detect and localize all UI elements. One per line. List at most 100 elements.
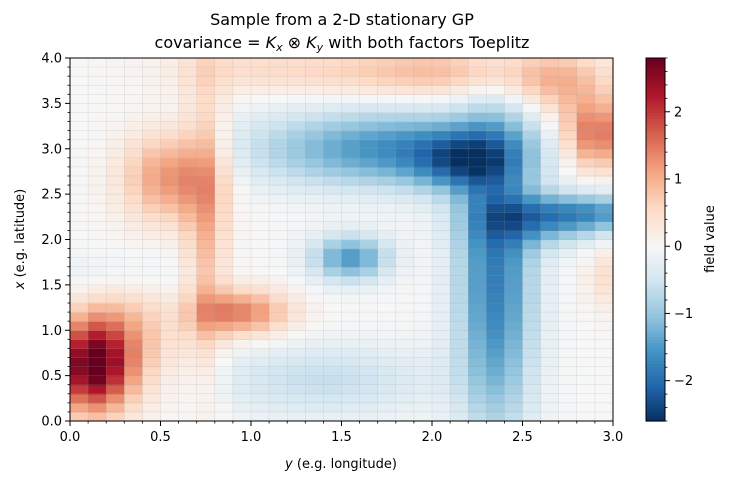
heatmap-cell xyxy=(504,121,524,132)
heatmap-cell xyxy=(305,239,324,250)
heatmap-cell xyxy=(594,94,614,104)
heatmap-cell xyxy=(486,411,505,422)
heatmap-cell xyxy=(196,130,216,141)
heatmap-cell xyxy=(576,76,596,86)
heatmap-cell xyxy=(178,166,198,177)
colorbar-segment xyxy=(646,88,665,92)
heatmap-cell xyxy=(594,402,614,413)
heatmap-cell xyxy=(432,275,451,286)
heatmap-cell xyxy=(558,357,578,368)
heatmap-cell xyxy=(341,257,361,268)
heatmap-cell xyxy=(214,103,234,114)
heatmap-cell xyxy=(558,411,578,422)
colorbar-segment xyxy=(646,399,665,404)
heatmap-cell xyxy=(576,221,596,232)
heatmap-cell xyxy=(594,212,614,222)
heatmap-cell xyxy=(413,112,433,123)
heatmap-cell xyxy=(269,239,288,250)
heatmap-cell xyxy=(88,284,107,295)
colorbar-segment xyxy=(646,58,665,62)
heatmap-cell xyxy=(232,411,252,422)
heatmap-cell xyxy=(377,85,397,95)
colorbar-segment xyxy=(646,109,665,114)
heatmap-cell xyxy=(504,339,524,349)
heatmap-cell xyxy=(450,411,469,422)
heatmap-cell xyxy=(594,221,614,232)
heatmap-cell xyxy=(413,130,433,141)
heatmap-cell xyxy=(450,357,469,368)
heatmap-cell xyxy=(160,303,180,313)
heatmap-cell xyxy=(540,330,560,340)
heatmap-cell xyxy=(432,330,451,340)
heatmap-cell xyxy=(395,293,415,304)
heatmap-cell xyxy=(178,148,198,159)
heatmap-cell xyxy=(504,303,524,313)
heatmap-cell xyxy=(232,275,252,286)
heatmap-cell xyxy=(124,166,143,177)
heatmap-cell xyxy=(269,348,288,359)
heatmap-cell xyxy=(540,103,560,114)
heatmap-cell xyxy=(196,393,216,404)
heatmap-cell xyxy=(341,312,361,322)
heatmap-cell xyxy=(468,339,487,349)
heatmap-cell xyxy=(88,239,107,250)
heatmap-cell xyxy=(70,230,89,241)
heatmap-cell xyxy=(160,112,180,123)
heatmap-cell xyxy=(377,321,397,331)
heatmap-cell xyxy=(486,121,505,132)
heatmap-cell xyxy=(88,375,107,386)
heatmap-cell xyxy=(106,321,125,331)
heatmap-cell xyxy=(251,366,270,377)
heatmap-cell xyxy=(269,266,288,277)
heatmap-cell xyxy=(486,303,505,313)
x-tick-label: 3.0 xyxy=(603,430,624,445)
colorbar-segment xyxy=(646,148,665,153)
heatmap-cell xyxy=(305,293,324,304)
heatmap-cell xyxy=(522,121,542,132)
heatmap-cell xyxy=(251,58,270,68)
heatmap-cell xyxy=(305,284,324,295)
heatmap-cell xyxy=(106,339,125,349)
heatmap-cell xyxy=(178,67,198,77)
heatmap-cell xyxy=(70,58,89,68)
colorbar-segment xyxy=(646,70,665,74)
heatmap-cell xyxy=(395,94,415,104)
heatmap-cell xyxy=(251,112,270,123)
heatmap-cell xyxy=(377,293,397,304)
colorbar-segment xyxy=(646,200,665,204)
heatmap-cell xyxy=(540,375,560,386)
heatmap-cell xyxy=(124,221,143,232)
heatmap-cell xyxy=(70,194,89,204)
colorbar-segment xyxy=(646,266,665,271)
heatmap-cell xyxy=(142,348,162,359)
heatmap-cell xyxy=(287,375,306,386)
heatmap-cell xyxy=(432,375,451,386)
heatmap-cell xyxy=(178,339,198,349)
heatmap-cell xyxy=(540,85,560,95)
heatmap-cell xyxy=(540,166,560,177)
heatmap-cell xyxy=(251,266,270,277)
heatmap-cell xyxy=(341,393,361,404)
heatmap-cell xyxy=(214,411,234,422)
colorbar-segment xyxy=(646,315,665,319)
heatmap-cell xyxy=(196,330,216,340)
heatmap-cell xyxy=(124,139,143,150)
heatmap-cell xyxy=(486,194,505,204)
heatmap-cell xyxy=(468,284,487,295)
heatmap-cell xyxy=(106,130,125,141)
heatmap-cell xyxy=(251,67,270,77)
heatmap-cell xyxy=(486,321,505,331)
heatmap-cell xyxy=(269,203,288,213)
heatmap-cell xyxy=(305,312,324,322)
heatmap-cell xyxy=(522,203,542,213)
colorbar-segment xyxy=(646,212,665,216)
heatmap-cell xyxy=(251,203,270,213)
heatmap-cell xyxy=(359,221,379,232)
colorbar-segment xyxy=(646,133,665,138)
heatmap-cell xyxy=(558,330,578,340)
heatmap-cell xyxy=(323,248,343,259)
heatmap-cell xyxy=(395,266,415,277)
y-tick-label: 4.0 xyxy=(41,52,62,67)
heatmap-cell xyxy=(468,148,487,159)
heatmap-cell xyxy=(70,185,89,195)
